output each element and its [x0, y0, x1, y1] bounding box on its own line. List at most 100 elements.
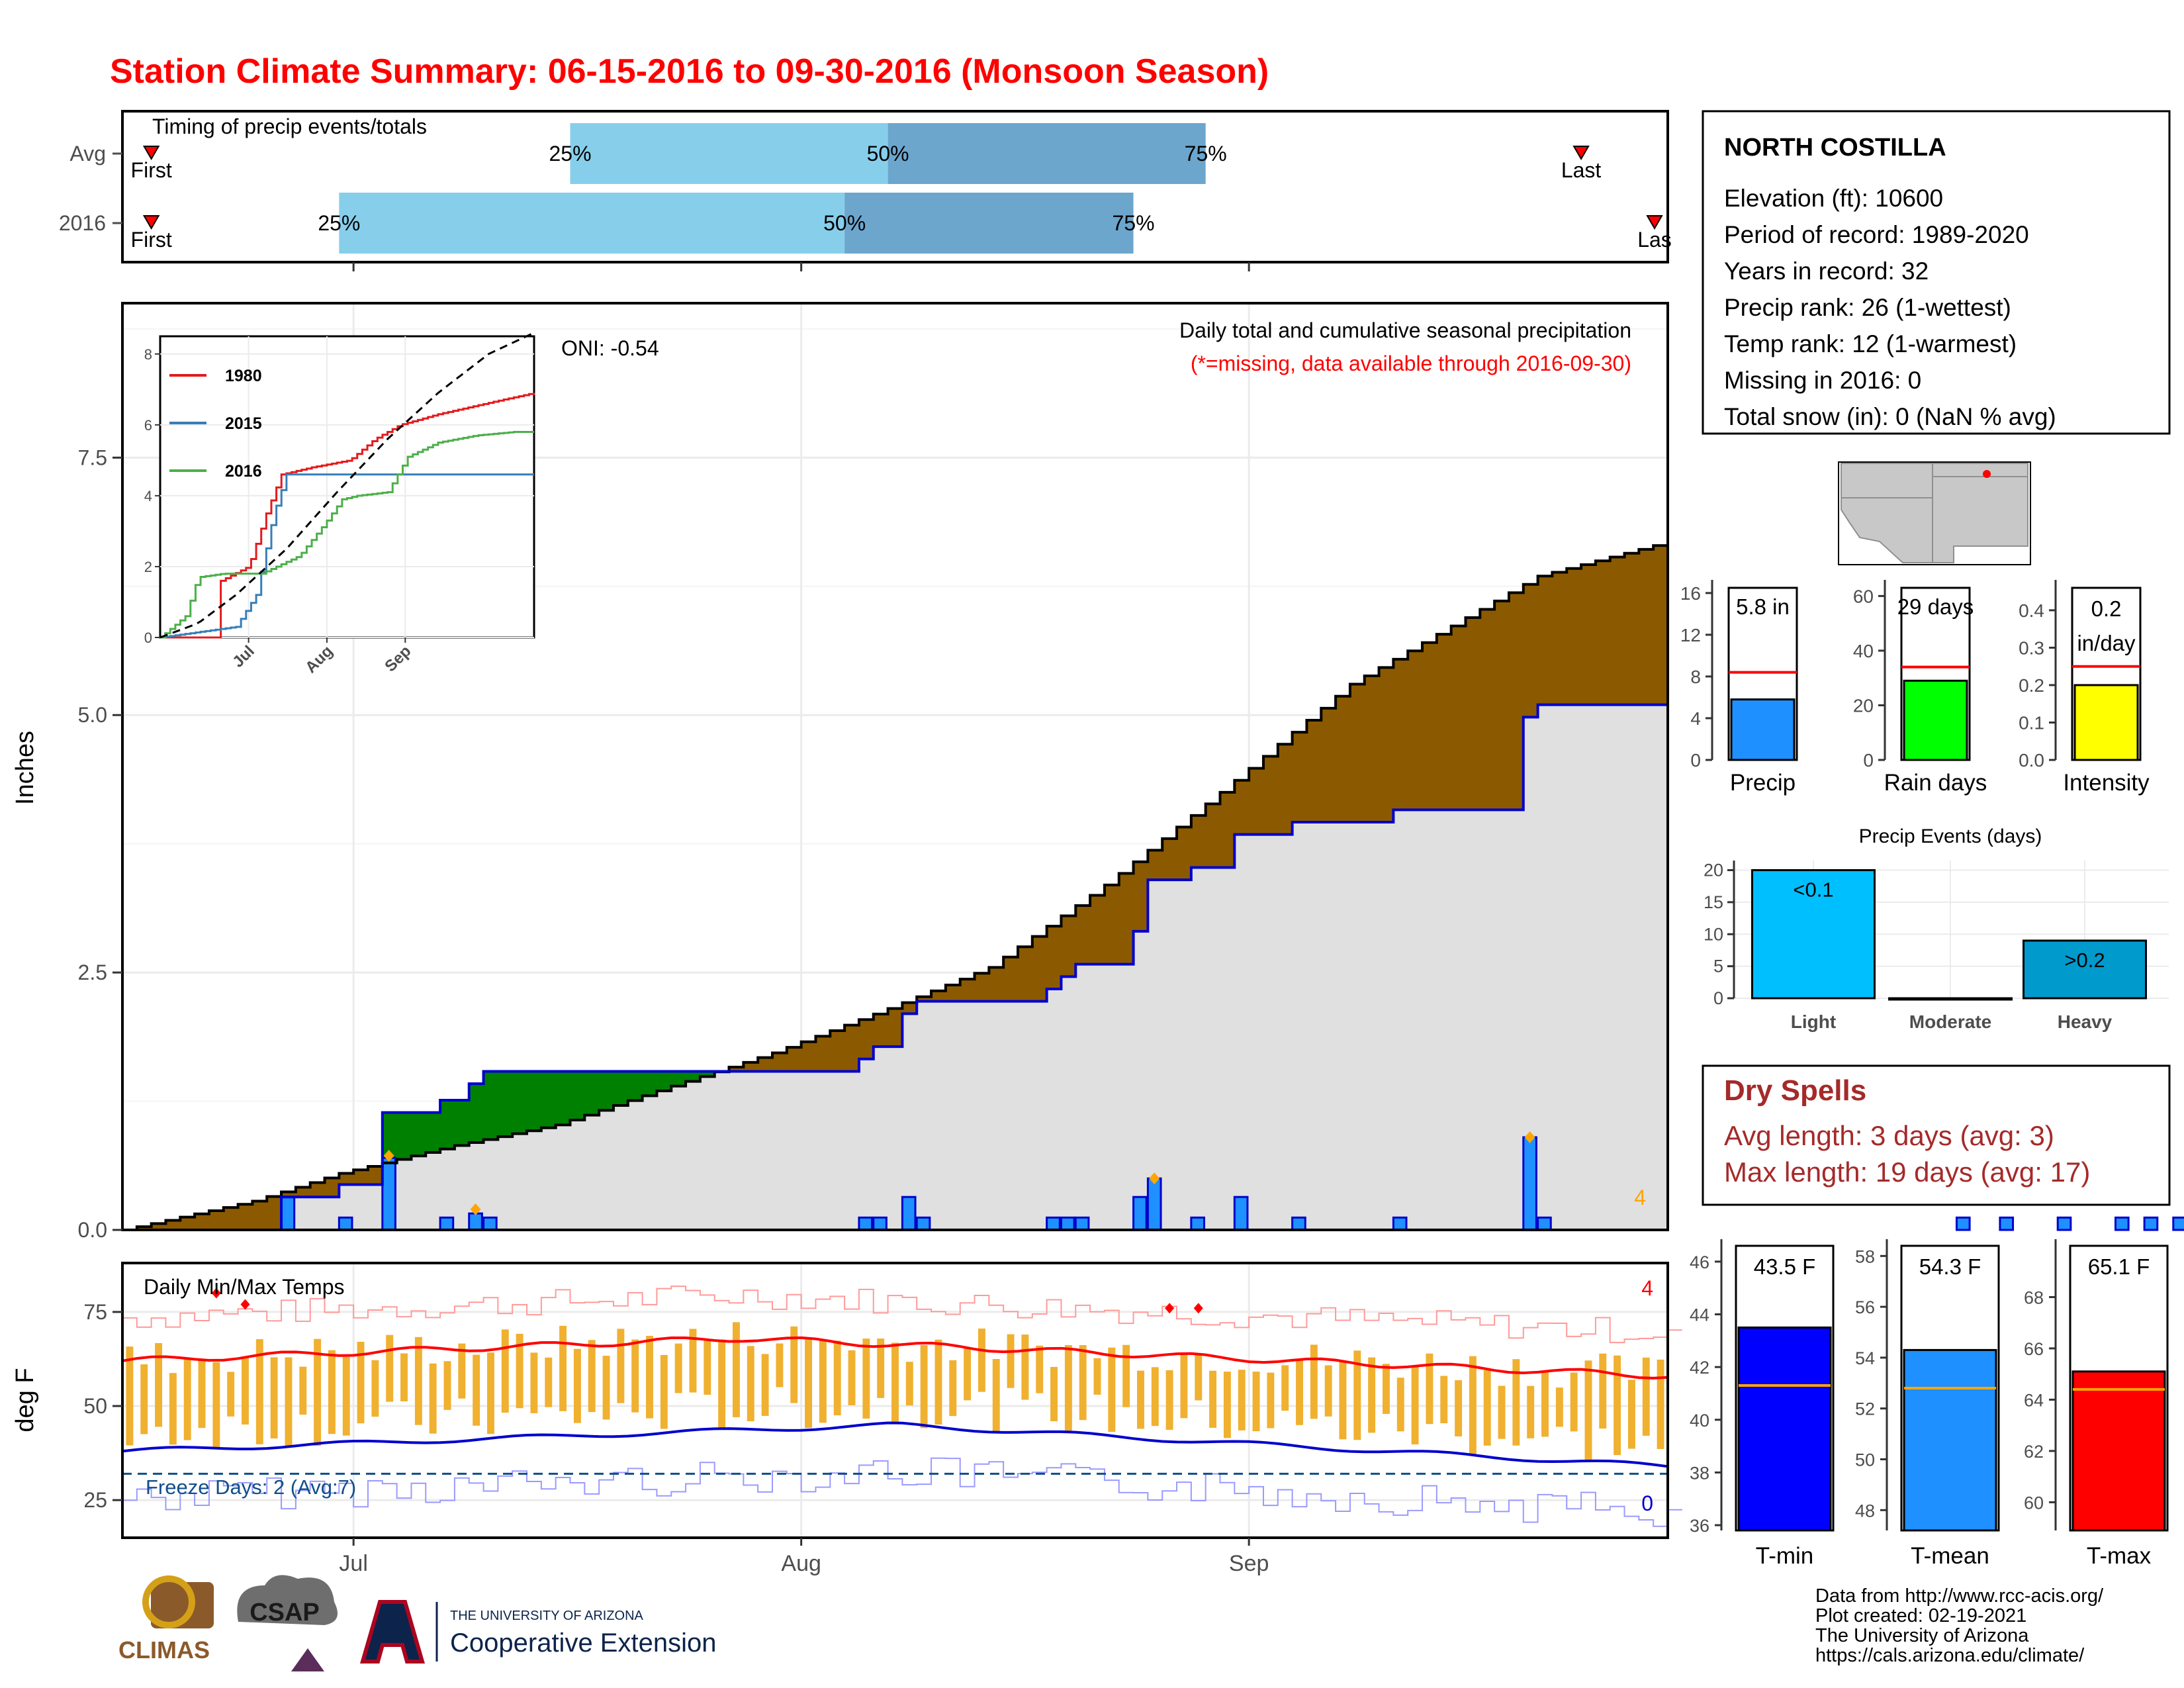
- csap-logo: CSAP: [237, 1575, 338, 1671]
- daily-temp-bar: [1324, 1365, 1332, 1417]
- daily-temp-bar: [573, 1348, 581, 1423]
- inset-series-line-2016: [160, 431, 534, 639]
- daily-temp-bar: [400, 1353, 408, 1401]
- timing-bar-q50-q75: [844, 193, 1134, 254]
- daily-temp-bar: [545, 1357, 553, 1407]
- precip-y-axis-label: Inches: [11, 731, 39, 805]
- daily-temp-bar: [1223, 1372, 1231, 1438]
- record-max-line: [122, 1286, 1682, 1344]
- precip-surplus-area: [382, 1071, 729, 1163]
- timing-q25-label: 25%: [549, 142, 591, 165]
- daily-precip-bar: [1955, 1216, 1971, 1231]
- daily-temp-bar: [1383, 1364, 1390, 1414]
- dry-spells-avg: Avg length: 3 days (avg: 3): [1724, 1120, 2054, 1151]
- temp-summary-y-tick-label: 54: [1855, 1348, 1875, 1368]
- state-outlines-map: [1841, 463, 2028, 563]
- temp-summary-y-tick-label: 46: [1690, 1252, 1709, 1272]
- summary-y-tick-label: 0: [1863, 750, 1874, 771]
- daily-precip-bar: [1146, 1177, 1162, 1231]
- daily-temp-bar: [386, 1335, 394, 1402]
- events-chart-title: Precip Events (days): [1859, 825, 2042, 847]
- daily-temp-bar: [183, 1357, 191, 1440]
- temp-summary-y-tick-label: 60: [2024, 1493, 2044, 1513]
- timing-rows: 25% 50% 75% First Last 25% 50% 75% First Las: [131, 123, 1672, 254]
- timing-bar-q50-q75: [887, 123, 1206, 184]
- temp-summary-value-label: 65.1 F: [2088, 1254, 2150, 1279]
- daily-temp-bar: [1267, 1372, 1275, 1429]
- daily-temp-bar: [1527, 1385, 1535, 1438]
- timing-first-marker: [142, 146, 160, 160]
- temp-summary-y-tick-label: 40: [1690, 1411, 1709, 1430]
- daily-temp-bar: [1252, 1372, 1260, 1432]
- record-low-count: 0: [1641, 1491, 1653, 1515]
- daily-precip-bar: [1392, 1216, 1408, 1231]
- temp-summary-y-tick-label: 48: [1855, 1501, 1875, 1521]
- summary-y-tick-label: 0.4: [2019, 600, 2044, 621]
- events-category-label: Light: [1791, 1011, 1836, 1032]
- date-x-axis: Jul Aug Sep: [339, 262, 1269, 1576]
- timing-last-marker: [1572, 146, 1590, 160]
- summary-y-tick-label: 0.3: [2019, 637, 2044, 658]
- timing-last-marker: [1646, 215, 1663, 230]
- daily-temp-bar: [1353, 1350, 1361, 1440]
- daily-temp-bar: [1570, 1372, 1578, 1432]
- daily-temp-bar: [920, 1345, 928, 1429]
- station-info-box: NORTH COSTILLA Elevation (ft): 10600 Per…: [1702, 110, 2171, 435]
- daily-temp-bar: [1339, 1362, 1347, 1440]
- daily-precip-bar: [280, 1196, 296, 1231]
- station-temp-rank: Temp rank: 12 (1-warmest): [1724, 330, 2017, 357]
- daily-temp-bar: [1296, 1360, 1303, 1425]
- daily-temp-bar: [1426, 1353, 1433, 1425]
- temp-summary-value-label: 43.5 F: [1754, 1254, 1816, 1279]
- daily-temp-bar: [458, 1343, 466, 1399]
- daily-temp-bar: [805, 1337, 813, 1429]
- summary-y-tick-label: 40: [1853, 641, 1874, 661]
- temp-summary-label: T-max: [2087, 1543, 2152, 1569]
- station-name: NORTH COSTILLA: [1724, 134, 1946, 162]
- daily-precip-bar: [381, 1156, 396, 1231]
- daily-precip-bar: [1190, 1216, 1206, 1231]
- daily-temp-bar: [1195, 1353, 1203, 1401]
- daily-temp-bar: [1180, 1354, 1188, 1419]
- summary-bar-value-unit: in/day: [2077, 631, 2136, 655]
- record-high-marker: [211, 1288, 221, 1299]
- daily-temp-bar: [819, 1340, 827, 1423]
- daily-temp-bar: [429, 1363, 437, 1434]
- daily-temp-bar: [689, 1329, 697, 1393]
- daily-temp-bar: [516, 1333, 523, 1409]
- temp-summary-y-tick-label: 44: [1690, 1305, 1709, 1325]
- station-elevation: Elevation (ft): 10600: [1724, 185, 1943, 212]
- precip-marker-diamond: [383, 1150, 394, 1162]
- temp-content: [122, 1286, 1682, 1527]
- events-chart-body: 0 5 10 15 20 <0.1 Light Moderate >0.2 Heavy: [1704, 861, 2169, 1032]
- station-snow: Total snow (in): 0 (NaN % avg): [1724, 403, 2056, 430]
- daily-precip-bar: [439, 1216, 455, 1231]
- daily-precip-bar: [2114, 1216, 2130, 1231]
- daily-temp-bar: [1541, 1370, 1549, 1437]
- temp-y-axis: 25 50 75: [83, 1300, 122, 1512]
- temp-summary-y-tick-label: 52: [1855, 1399, 1875, 1419]
- temp-y-axis-label: deg F: [11, 1368, 39, 1432]
- summary-bar-value-label: 5.8 in: [1736, 594, 1790, 619]
- dry-spells-max: Max length: 19 days (avg: 17): [1724, 1156, 2090, 1188]
- daily-temp-bar: [126, 1346, 134, 1446]
- summary-bar-value-label: 0.2: [2091, 596, 2122, 621]
- daily-precip-bar: [338, 1216, 353, 1231]
- dry-spells-frame: [1702, 1064, 2171, 1206]
- daily-temp-bar: [1469, 1356, 1477, 1455]
- daily-temp-bar: [1137, 1370, 1144, 1429]
- timing-first-marker: [142, 215, 160, 230]
- record-min-line: [122, 1457, 1682, 1527]
- daily-temp-bar: [501, 1329, 509, 1413]
- daily-temp-bar: [357, 1342, 365, 1424]
- timing-last-label: Last: [1561, 158, 1602, 182]
- events-y-tick-label: 0: [1713, 988, 1723, 1008]
- daily-temp-bar: [674, 1343, 682, 1393]
- daily-temp-bar: [949, 1360, 957, 1417]
- ua-logo-bottom: Cooperative Extension: [450, 1628, 716, 1658]
- temp-summary-bar: [2071, 1370, 2166, 1532]
- daily-temp-bar: [1455, 1380, 1463, 1436]
- record-high-marker: [240, 1299, 250, 1310]
- timing-q25-label: 25%: [318, 211, 360, 235]
- daily-temp-bar: [1368, 1357, 1376, 1433]
